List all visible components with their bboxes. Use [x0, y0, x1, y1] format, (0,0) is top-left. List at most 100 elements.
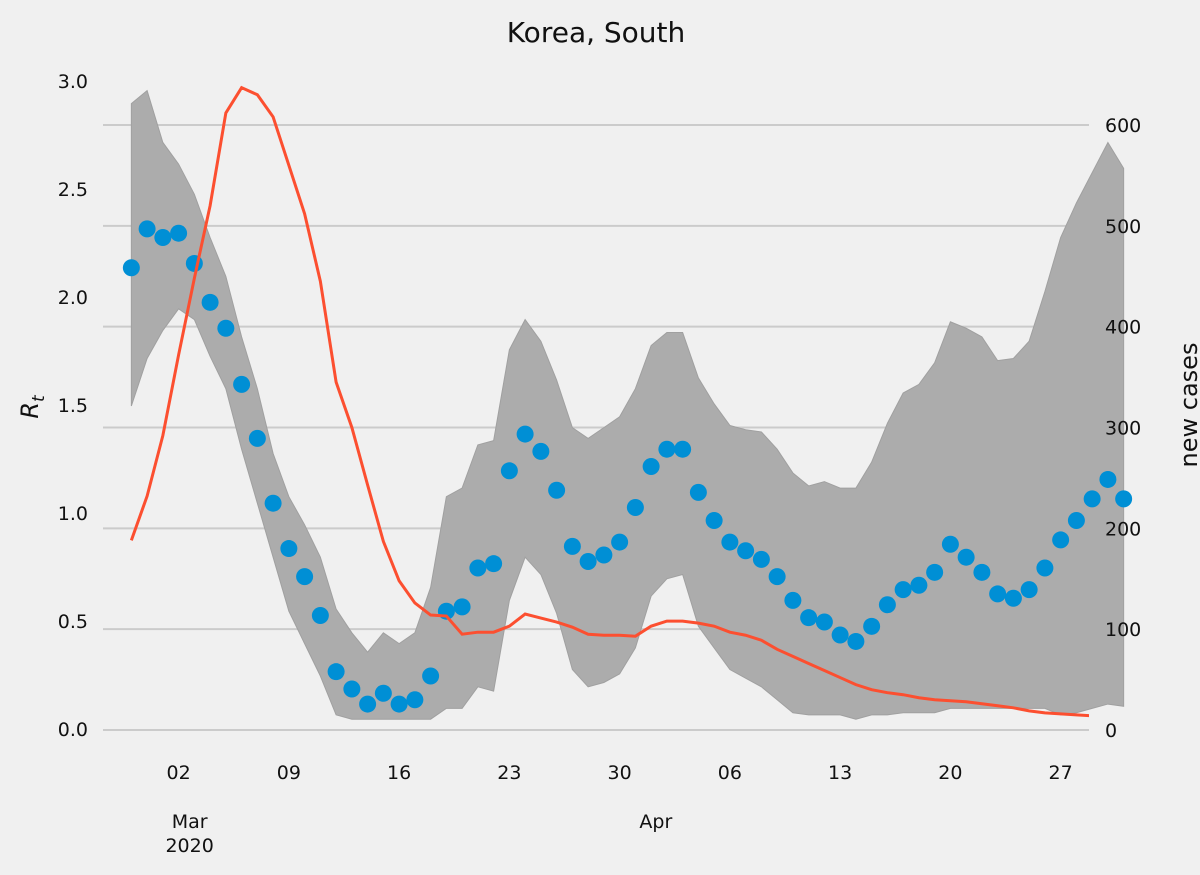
month-label: Mar — [172, 811, 208, 833]
x-tick-label: 30 — [608, 762, 632, 784]
rt-point — [264, 494, 282, 512]
rt-point — [941, 535, 959, 553]
rt-point — [878, 596, 896, 614]
x-tick-label: 09 — [277, 762, 301, 784]
rt-point — [390, 695, 408, 713]
rt-point — [532, 442, 550, 460]
rt-point — [359, 695, 377, 713]
rt-point — [957, 548, 975, 566]
rt-point — [1004, 589, 1022, 607]
x-tick-label: 16 — [387, 762, 411, 784]
new-cases-path — [129, 85, 1089, 718]
month-label: Apr — [639, 811, 672, 833]
left-tick-label: 1.0 — [58, 503, 88, 525]
x-tick-label: 23 — [497, 762, 521, 784]
left-tick-label: 0.5 — [58, 611, 88, 633]
right-tick-label: 600 — [1105, 115, 1141, 137]
right-axis-label: new cases — [1175, 343, 1200, 468]
left-tick-label: 3.0 — [58, 71, 88, 93]
x-tick-label: 02 — [167, 762, 191, 784]
rt-point — [784, 591, 802, 609]
rt-point — [217, 319, 235, 337]
rt-point — [548, 481, 566, 499]
right-tick-label: 200 — [1105, 518, 1141, 540]
rt-point — [201, 293, 219, 311]
rt-point — [752, 550, 770, 568]
rt-point — [611, 533, 629, 551]
rt-point — [737, 542, 755, 560]
x-tick-label: 20 — [938, 762, 962, 784]
x-tick-label: 27 — [1049, 762, 1073, 784]
chart-title: Korea, South — [507, 16, 686, 49]
left-tick-label: 2.5 — [58, 179, 88, 201]
rt-point — [122, 259, 140, 277]
rt-credible-interval — [130, 89, 1125, 720]
rt-point — [233, 375, 251, 393]
rt-point — [1052, 531, 1070, 549]
rt-point — [280, 540, 298, 558]
rt-point — [154, 229, 172, 247]
left-tick-label: 1.5 — [58, 395, 88, 417]
rt-point — [721, 533, 739, 551]
rt-point — [1099, 470, 1117, 488]
new-cases-line — [129, 85, 1089, 718]
rt-point — [563, 537, 581, 555]
rt-point — [516, 425, 534, 443]
rt-point — [926, 563, 944, 581]
rt-point — [1020, 581, 1038, 599]
rt-point — [910, 576, 928, 594]
rt-point — [800, 609, 818, 627]
rt-point — [406, 691, 424, 709]
rt-point — [768, 568, 786, 586]
left-tick-label: 0.0 — [58, 719, 88, 741]
rt-point — [469, 559, 487, 577]
rt-point — [642, 457, 660, 475]
x-axis-ticks: 02 09 16 23 30 06 13 20 27 — [167, 762, 1073, 784]
rt-point — [500, 462, 518, 480]
rt-point — [815, 613, 833, 631]
rt-point — [579, 553, 597, 571]
rt-point — [705, 511, 723, 529]
rt-point — [831, 626, 849, 644]
rt-points — [122, 220, 1133, 713]
rt-point — [1036, 559, 1054, 577]
right-tick-label: 100 — [1105, 619, 1141, 641]
rt-point — [863, 617, 881, 635]
rt-point — [485, 555, 503, 573]
rt-point — [674, 440, 692, 458]
x-tick-label: 06 — [718, 762, 742, 784]
rt-point — [847, 632, 865, 650]
rt-point — [626, 499, 644, 517]
rt-point — [894, 581, 912, 599]
rt-point — [327, 663, 345, 681]
rt-point — [422, 667, 440, 685]
rt-point — [374, 684, 392, 702]
x-tick-label: 13 — [828, 762, 852, 784]
left-axis-ticks: 0.0 0.5 1.0 1.5 2.0 2.5 3.0 — [58, 71, 88, 741]
rt-point — [989, 585, 1007, 603]
left-axis-label: Rt — [16, 394, 49, 419]
rt-point — [595, 546, 613, 564]
right-tick-label: 400 — [1105, 317, 1141, 339]
rt-point — [1115, 490, 1133, 508]
credible-interval-band — [130, 89, 1125, 720]
rt-point — [689, 483, 707, 501]
rt-point — [311, 607, 329, 625]
rt-point — [138, 220, 156, 238]
right-axis-ticks: 0 100 200 300 400 500 600 — [1105, 115, 1141, 742]
rt-point — [1083, 490, 1101, 508]
left-tick-label: 2.0 — [58, 287, 88, 309]
right-tick-label: 300 — [1105, 418, 1141, 440]
rt-point — [296, 568, 314, 586]
rt-point — [1067, 511, 1085, 529]
right-tick-label: 500 — [1105, 216, 1141, 238]
rt-point — [453, 598, 471, 616]
rt-point — [973, 563, 991, 581]
rt-point — [658, 440, 676, 458]
rt-point — [343, 680, 361, 698]
rt-point — [248, 429, 266, 447]
month-label: 2020 — [165, 835, 213, 857]
rt-point — [170, 224, 188, 242]
